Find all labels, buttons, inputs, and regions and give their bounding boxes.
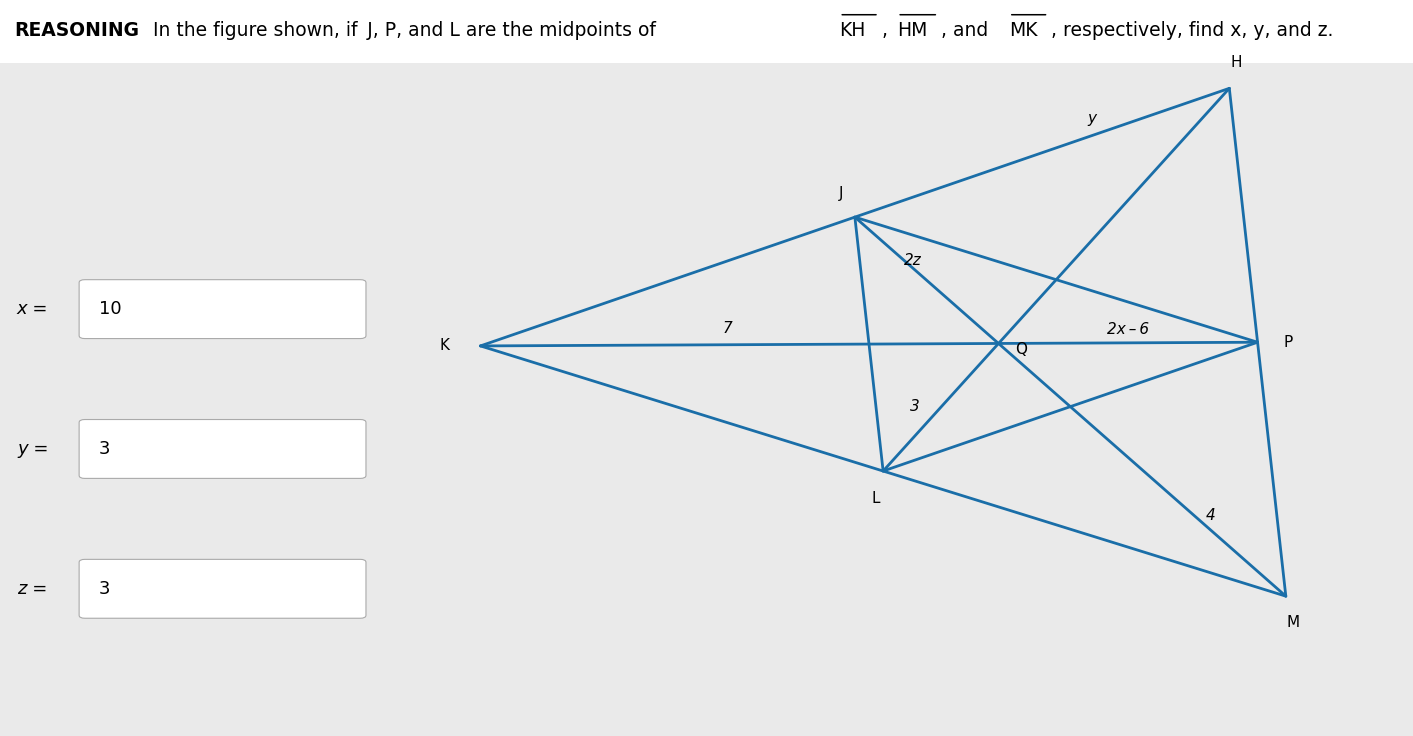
Text: L: L xyxy=(872,491,880,506)
Text: 3: 3 xyxy=(910,399,920,414)
Text: M: M xyxy=(1286,615,1300,629)
Text: K: K xyxy=(439,339,449,353)
Text: 10: 10 xyxy=(99,300,122,318)
Text: REASONING: REASONING xyxy=(14,21,138,40)
Text: y =: y = xyxy=(17,440,48,458)
Text: 7: 7 xyxy=(723,321,732,336)
Text: 2x – 6: 2x – 6 xyxy=(1108,322,1150,337)
FancyBboxPatch shape xyxy=(79,559,366,618)
Text: 4: 4 xyxy=(1205,508,1215,523)
Text: z =: z = xyxy=(17,580,47,598)
Text: x =: x = xyxy=(17,300,48,318)
Text: HM: HM xyxy=(897,21,927,40)
Text: ,: , xyxy=(882,21,893,40)
Text: Q: Q xyxy=(1016,342,1027,357)
Text: , and: , and xyxy=(941,21,995,40)
Text: KH: KH xyxy=(839,21,866,40)
Text: 2z: 2z xyxy=(903,253,921,268)
Text: MK: MK xyxy=(1009,21,1037,40)
FancyBboxPatch shape xyxy=(79,280,366,339)
Text: 3: 3 xyxy=(99,580,110,598)
Text: y: y xyxy=(1087,110,1096,126)
Text: J: J xyxy=(838,186,844,201)
Text: 3: 3 xyxy=(99,440,110,458)
Text: , respectively, find x, y, and z.: , respectively, find x, y, and z. xyxy=(1051,21,1334,40)
Text: H: H xyxy=(1231,55,1242,70)
Text: In the figure shown, if  J, P, and L are the midpoints of: In the figure shown, if J, P, and L are … xyxy=(147,21,661,40)
Text: P: P xyxy=(1283,335,1293,350)
FancyBboxPatch shape xyxy=(79,420,366,478)
FancyBboxPatch shape xyxy=(0,0,1413,63)
